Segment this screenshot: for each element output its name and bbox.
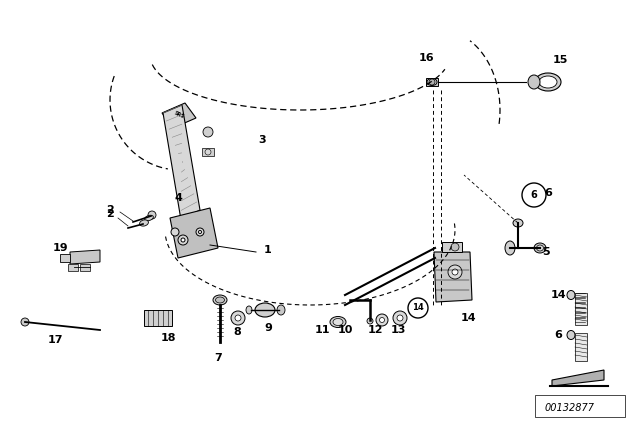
- Text: 11: 11: [314, 325, 330, 335]
- Circle shape: [429, 79, 435, 85]
- Bar: [60, 254, 70, 262]
- Ellipse shape: [333, 319, 343, 326]
- Circle shape: [205, 149, 211, 155]
- Bar: [535, 395, 625, 417]
- Bar: [426, 78, 438, 86]
- Bar: [575, 293, 587, 325]
- Text: 19: 19: [52, 243, 68, 253]
- Ellipse shape: [427, 78, 437, 86]
- Circle shape: [451, 243, 459, 251]
- Circle shape: [397, 315, 403, 321]
- Bar: [144, 310, 172, 326]
- Text: 17: 17: [47, 335, 63, 345]
- Text: SRS: SRS: [173, 111, 185, 120]
- Circle shape: [376, 314, 388, 326]
- Bar: [442, 242, 462, 252]
- Ellipse shape: [534, 243, 546, 253]
- Text: 6: 6: [554, 330, 562, 340]
- Polygon shape: [552, 370, 604, 386]
- Circle shape: [452, 269, 458, 275]
- Polygon shape: [434, 252, 472, 302]
- Ellipse shape: [567, 331, 575, 340]
- Polygon shape: [170, 208, 218, 258]
- Text: 8: 8: [233, 327, 241, 337]
- Text: 18: 18: [160, 333, 176, 343]
- Text: 16: 16: [418, 53, 434, 63]
- Ellipse shape: [277, 305, 285, 315]
- Circle shape: [393, 311, 407, 325]
- Circle shape: [448, 265, 462, 279]
- Ellipse shape: [246, 306, 252, 314]
- Circle shape: [203, 127, 213, 137]
- Circle shape: [21, 318, 29, 326]
- Bar: [68, 264, 78, 271]
- Ellipse shape: [536, 245, 543, 251]
- Bar: [202, 148, 214, 156]
- Circle shape: [408, 298, 428, 318]
- Bar: [575, 333, 587, 361]
- Text: 12: 12: [367, 325, 383, 335]
- Ellipse shape: [535, 73, 561, 91]
- Ellipse shape: [255, 303, 275, 317]
- Text: 6: 6: [531, 190, 538, 200]
- Circle shape: [231, 311, 245, 325]
- Ellipse shape: [528, 75, 540, 89]
- Text: 10: 10: [337, 325, 353, 335]
- Text: 14: 14: [460, 313, 476, 323]
- Circle shape: [196, 228, 204, 236]
- Text: 3: 3: [258, 135, 266, 145]
- Circle shape: [148, 211, 156, 219]
- Text: 4: 4: [174, 193, 182, 203]
- Text: 14: 14: [550, 290, 566, 300]
- Ellipse shape: [513, 219, 523, 227]
- Circle shape: [198, 231, 202, 233]
- Ellipse shape: [330, 316, 346, 327]
- Text: 2: 2: [106, 209, 114, 219]
- Circle shape: [171, 228, 179, 236]
- Ellipse shape: [140, 220, 148, 226]
- Text: 14: 14: [412, 303, 424, 313]
- Text: 6: 6: [544, 188, 552, 198]
- Text: 13: 13: [390, 325, 406, 335]
- Ellipse shape: [216, 297, 225, 303]
- Circle shape: [235, 315, 241, 321]
- Polygon shape: [162, 103, 196, 128]
- Text: 1: 1: [264, 245, 272, 255]
- Bar: [80, 264, 90, 271]
- Text: 15: 15: [552, 55, 568, 65]
- Circle shape: [522, 183, 546, 207]
- Circle shape: [380, 318, 385, 323]
- Text: 2: 2: [106, 205, 114, 215]
- Circle shape: [178, 235, 188, 245]
- Circle shape: [367, 318, 373, 324]
- Text: 7: 7: [214, 353, 222, 363]
- Polygon shape: [163, 105, 200, 220]
- Text: 9: 9: [264, 323, 272, 333]
- Ellipse shape: [505, 241, 515, 255]
- Ellipse shape: [567, 290, 575, 300]
- Ellipse shape: [213, 295, 227, 305]
- Ellipse shape: [145, 215, 154, 221]
- Ellipse shape: [539, 76, 557, 88]
- Circle shape: [181, 238, 185, 242]
- Text: 00132877: 00132877: [545, 403, 595, 413]
- Polygon shape: [70, 250, 100, 264]
- Text: 5: 5: [542, 247, 550, 257]
